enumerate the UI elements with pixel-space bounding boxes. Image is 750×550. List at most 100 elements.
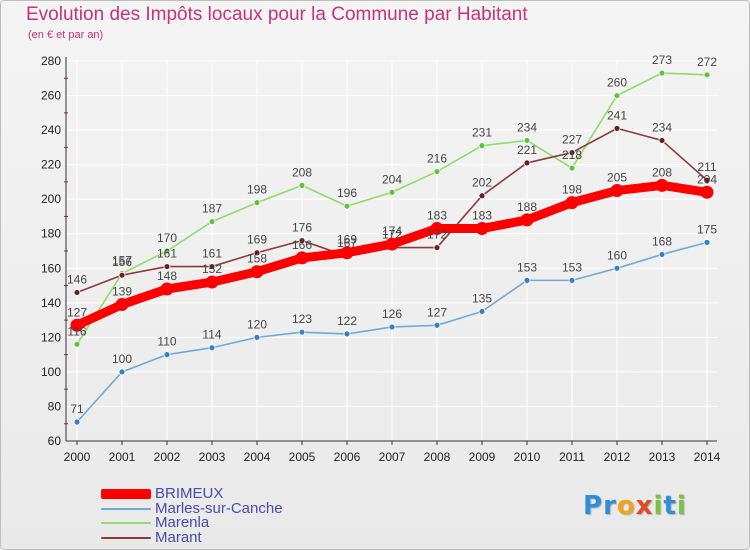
data-label: 100 — [112, 352, 132, 366]
data-label: 153 — [517, 260, 537, 274]
y-tick-label: 260 — [41, 89, 61, 103]
data-label: 122 — [337, 314, 357, 328]
x-tick-label: 2002 — [154, 450, 181, 464]
x-tick-label: 2006 — [334, 450, 361, 464]
data-label: 208 — [292, 165, 312, 179]
x-tick-label: 2014 — [694, 450, 721, 464]
data-point — [523, 137, 531, 144]
data-point — [478, 142, 486, 150]
data-point — [118, 271, 126, 279]
data-label: 161 — [202, 247, 222, 261]
data-point — [430, 222, 444, 236]
data-labels: 146 156 161 161 169 176 167 172 172 202 221 227 241 2… — [67, 108, 717, 286]
data-point — [298, 237, 306, 245]
data-label: 176 — [292, 221, 312, 235]
data-point — [73, 418, 81, 426]
data-label: 158 — [247, 252, 267, 266]
data-point — [250, 265, 264, 279]
y-tick-label: 220 — [41, 158, 61, 172]
data-point — [433, 244, 441, 251]
logo-letter: x — [635, 491, 654, 521]
x-tick-label: 2000 — [64, 450, 91, 464]
data-label: 135 — [472, 291, 492, 305]
legend: BRIMEUX Marles-sur-Canche Marenla Marant — [101, 485, 283, 546]
data-point — [163, 351, 171, 359]
legend-item: Marant — [101, 530, 283, 546]
data-point — [703, 71, 711, 79]
data-label: 260 — [607, 76, 627, 90]
data-label: 211 — [697, 160, 716, 174]
data-labels: 71 100 110 114 120 123 122 126 127 135 153 153 160 16… — [70, 222, 717, 416]
data-point — [613, 124, 621, 132]
data-label: 127 — [67, 305, 87, 319]
data-label: 204 — [697, 172, 717, 186]
data-label: 234 — [517, 120, 537, 134]
x-tick-label: 2003 — [199, 450, 226, 464]
data-label: 139 — [112, 285, 132, 299]
data-label: 116 — [67, 324, 86, 338]
data-label: 227 — [562, 133, 582, 147]
data-point — [298, 181, 306, 189]
x-tick-label: 2010 — [514, 450, 541, 464]
y-tick-label: 280 — [41, 54, 61, 68]
data-label: 208 — [652, 165, 672, 179]
chart-subtitle: (en € et par an) — [28, 29, 104, 41]
chart-title: Evolution des Impôts locaux pour la Comm… — [26, 4, 528, 25]
data-point — [253, 199, 261, 207]
data-label: 153 — [562, 260, 582, 274]
data-point — [73, 340, 81, 348]
legend-swatch — [101, 536, 151, 539]
data-point — [70, 318, 84, 332]
data-point — [433, 321, 441, 329]
x-tick-label: 2007 — [379, 450, 406, 464]
data-label: 161 — [157, 247, 177, 261]
data-point — [610, 184, 624, 198]
data-label: 231 — [472, 126, 492, 140]
data-label: 169 — [247, 233, 267, 247]
data-label: 196 — [337, 186, 357, 200]
data-point — [163, 263, 171, 270]
data-point — [160, 282, 174, 296]
x-tick-label: 2011 — [559, 450, 585, 464]
data-point — [568, 164, 576, 172]
legend-swatch — [101, 489, 151, 500]
grid — [64, 60, 717, 442]
data-point — [208, 218, 216, 226]
logo-letter: i — [653, 491, 664, 521]
legend-label: BRIMEUX — [155, 485, 224, 503]
data-point — [208, 263, 216, 270]
y-tick-label: 240 — [41, 123, 61, 137]
data-label: 123 — [292, 312, 312, 326]
data-point — [568, 276, 576, 284]
data-label: 170 — [157, 231, 177, 245]
data-point — [700, 185, 714, 199]
logo-letter: o — [616, 491, 636, 521]
data-label: 204 — [382, 172, 402, 186]
legend-item: Marles-sur-Canche — [101, 501, 283, 517]
data-point — [565, 196, 579, 210]
data-label: 152 — [202, 262, 222, 276]
data-point — [568, 149, 576, 156]
data-label: 241 — [607, 108, 627, 122]
data-label: 166 — [292, 238, 312, 252]
data-point — [658, 69, 666, 77]
y-tick-label: 160 — [41, 261, 61, 275]
data-point — [385, 237, 399, 251]
x-tick-label: 2009 — [469, 450, 496, 464]
data-label: 127 — [427, 305, 447, 319]
data-label: 198 — [247, 183, 267, 197]
x-tick-label: 2013 — [649, 450, 676, 464]
data-label: 71 — [70, 402, 84, 416]
data-point — [388, 323, 396, 331]
data-point — [163, 247, 171, 255]
data-label: 183 — [472, 209, 492, 223]
logo-letter: r — [603, 491, 617, 521]
data-label: 218 — [562, 148, 582, 162]
data-label: 234 — [652, 120, 672, 134]
legend-item: Marenla — [101, 515, 283, 531]
data-point — [613, 92, 621, 99]
data-point — [115, 298, 129, 312]
data-label: 175 — [697, 222, 717, 236]
